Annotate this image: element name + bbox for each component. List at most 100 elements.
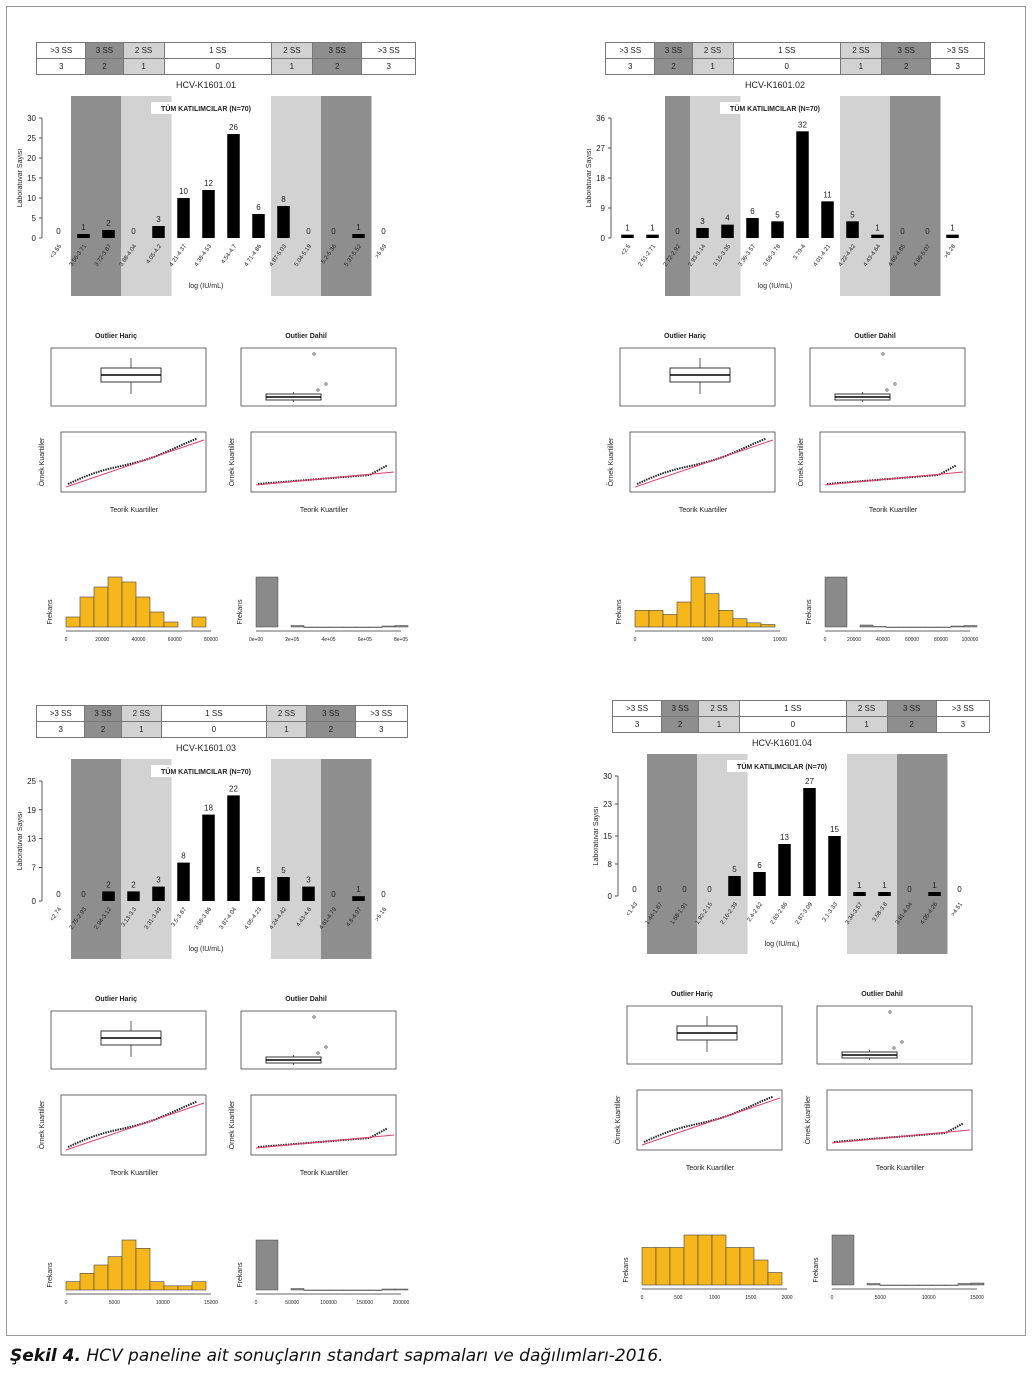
sd-score-cell: 1 — [845, 716, 888, 733]
sd-header-cell: 3 SS — [654, 42, 693, 59]
histogram-bar — [911, 626, 926, 628]
histogram-bar — [342, 1289, 357, 1291]
sd-score-cell: 1 — [698, 716, 741, 733]
panel-1: >3 SS 3 SS 2 SS 1 SS 2 SS 3 SS >3 SS 3 2 1 0 1 2 3 HCV… — [17, 42, 466, 682]
x-tick-label: 3.87-4.04 — [219, 906, 239, 931]
x-tick-label: >5.69 — [375, 243, 389, 259]
bar-value-label: 5 — [732, 865, 737, 874]
bar-value-label: 10 — [179, 187, 188, 196]
x-tick-label: >5.28 — [944, 243, 958, 259]
sd-header-cell: 2 SS — [265, 705, 308, 722]
histogram-bar — [760, 624, 776, 628]
diagnostic-plots: Outlier Hariç Outlier Dahil Örnek Kuartill… — [607, 333, 979, 643]
x-tick-label: <2.74 — [50, 906, 64, 922]
y-tick-label: 0 — [608, 892, 613, 901]
x-tick-label: 3.79-4 — [792, 243, 807, 261]
y-tick-label: 25 — [27, 134, 36, 143]
bar-value-label: 0 — [306, 227, 311, 236]
histogram-bar — [342, 626, 357, 628]
chart-title: TÜM KATILIMCILAR (N=70) — [730, 104, 820, 113]
hist-x-tick-label: 6e+05 — [358, 637, 372, 643]
bar — [352, 896, 365, 901]
histogram-bar — [732, 618, 748, 628]
sd-band — [146, 96, 172, 296]
x-tick-label: >5.16 — [375, 906, 389, 922]
qq-x-label: Teorik Kuartiller — [110, 507, 159, 514]
histogram-bar — [191, 1281, 207, 1291]
sd-band — [915, 96, 941, 296]
histogram-bar — [648, 610, 664, 628]
qq-x-label: Teorik Kuartiller — [300, 507, 349, 514]
histogram-bar — [191, 616, 207, 628]
bar-value-label: 0 — [957, 885, 962, 894]
qq-x-label: Teorik Kuartiller — [110, 1170, 159, 1177]
sd-score-cell: 1 — [120, 721, 162, 738]
sd-score-cell: 2 — [84, 721, 122, 738]
histogram-bar — [931, 1284, 946, 1286]
qq-x-label: Teorik Kuartiller — [679, 507, 728, 514]
bar — [252, 214, 265, 238]
qq-x-label: Teorik Kuartiller — [876, 1165, 925, 1172]
sd-header-cell: 2 SS — [698, 700, 741, 717]
sd-band — [71, 96, 97, 296]
outlier-excluded-title: Outlier Hariç — [671, 991, 713, 998]
histogram-bar — [368, 1289, 383, 1291]
histogram-bar — [859, 624, 874, 628]
hist-x-tick-label: 40000 — [132, 637, 146, 643]
histogram-bar — [303, 1289, 318, 1291]
hist-y-label: Frekans — [806, 599, 813, 625]
histogram-bar — [381, 1288, 396, 1291]
bar — [77, 234, 90, 238]
hist-y-label: Frekans — [237, 599, 244, 625]
sd-header-cell: >3 SS — [604, 42, 656, 59]
bar — [127, 891, 140, 901]
y-tick-label: 23 — [603, 800, 612, 809]
panel-3: >3 SS 3 SS 2 SS 1 SS 2 SS 3 SS >3 SS 3 2 1 0 1 2 3 HCV… — [17, 705, 466, 1345]
bar — [227, 134, 240, 238]
bar — [946, 234, 959, 238]
qq-reference-line — [255, 1134, 395, 1149]
sd-header-cell: >3 SS — [611, 700, 663, 717]
title-box — [727, 760, 837, 772]
histogram-bar — [255, 1239, 279, 1291]
hist-x-tick-label: 80000 — [204, 637, 218, 643]
bar-value-label: 2 — [106, 219, 111, 228]
hist-y-label: Frekans — [623, 1257, 630, 1283]
sd-score-cell: 1 — [691, 58, 734, 75]
figure-caption: Şekil 4. HCV paneline ait sonuçların sta… — [10, 1346, 664, 1366]
histogram-bar — [831, 1234, 855, 1286]
x-tick-label: 3.58-3.78 — [763, 243, 783, 268]
hist-x-tick-label: 40000 — [876, 637, 890, 643]
bar-value-label: 0 — [131, 227, 136, 236]
histogram-bar — [662, 614, 678, 628]
outlier-point — [316, 388, 320, 392]
histogram-bar — [93, 586, 109, 628]
sd-band — [690, 96, 716, 296]
y-tick-label: 30 — [27, 114, 36, 123]
sd-header-cell: 2 SS — [845, 700, 888, 717]
histogram-bar — [368, 626, 383, 628]
bar — [778, 844, 791, 896]
bar-value-label: 4 — [725, 214, 730, 223]
sd-header-cell: >3 SS — [35, 42, 87, 59]
histogram-bar — [65, 1281, 81, 1291]
outlier-point — [312, 1015, 316, 1019]
histogram-bar — [879, 1284, 894, 1286]
bar-value-label: 0 — [925, 227, 930, 236]
x-tick-label: 2.87-3.09 — [795, 901, 815, 926]
outlier-point — [312, 352, 316, 356]
qq-x-label: Teorik Kuartiller — [686, 1165, 735, 1172]
outlier-point — [892, 1046, 896, 1050]
hist-x-tick-label: 100000 — [962, 637, 979, 643]
bar-value-label: 1 — [932, 881, 937, 890]
sd-score-cell: 2 — [654, 58, 693, 75]
bar-value-label: 26 — [229, 123, 238, 132]
bar — [821, 201, 834, 238]
qq-points — [67, 437, 198, 485]
histogram-bar — [290, 1288, 305, 1291]
bar — [177, 198, 190, 238]
outlier-included-title: Outlier Dahil — [285, 996, 327, 1003]
sd-header-cell: 1 SS — [732, 42, 841, 59]
